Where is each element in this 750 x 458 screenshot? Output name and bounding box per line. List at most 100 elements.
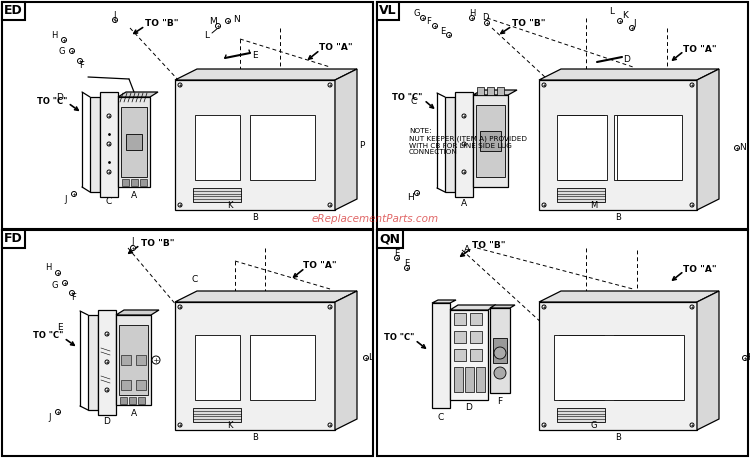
Text: TO "C": TO "C"	[392, 93, 422, 103]
Circle shape	[328, 83, 332, 87]
Circle shape	[178, 203, 182, 207]
Circle shape	[178, 423, 182, 427]
Circle shape	[107, 114, 111, 118]
Polygon shape	[539, 302, 697, 430]
Text: K: K	[622, 11, 628, 21]
Circle shape	[70, 290, 74, 295]
Circle shape	[364, 355, 368, 360]
Text: TO "C": TO "C"	[384, 333, 414, 343]
Bar	[2, 230, 373, 456]
Bar	[557, 115, 607, 180]
Text: TO "A": TO "A"	[320, 44, 352, 53]
Circle shape	[542, 83, 546, 87]
Polygon shape	[490, 305, 515, 308]
Polygon shape	[121, 107, 147, 177]
Text: E: E	[252, 50, 258, 60]
Bar	[454, 349, 466, 361]
Text: C: C	[411, 97, 417, 105]
Circle shape	[742, 355, 748, 360]
Bar	[614, 335, 679, 400]
Bar	[250, 335, 315, 400]
Text: A: A	[131, 191, 137, 200]
Circle shape	[484, 21, 490, 26]
Polygon shape	[175, 291, 357, 302]
Bar	[377, 230, 748, 456]
Bar	[195, 115, 240, 180]
Text: A: A	[130, 409, 136, 418]
Circle shape	[617, 18, 622, 23]
Circle shape	[77, 59, 82, 64]
Circle shape	[433, 23, 437, 28]
Text: TO "A": TO "A"	[683, 44, 717, 54]
Text: L: L	[368, 354, 374, 362]
Circle shape	[105, 388, 109, 392]
Polygon shape	[697, 69, 719, 210]
Polygon shape	[480, 131, 501, 151]
Bar	[465, 367, 474, 392]
Circle shape	[70, 49, 74, 54]
Circle shape	[421, 16, 425, 21]
Circle shape	[690, 83, 694, 87]
Polygon shape	[450, 305, 496, 310]
Circle shape	[130, 245, 136, 251]
Bar	[454, 367, 463, 392]
Text: H: H	[45, 263, 51, 273]
Polygon shape	[487, 87, 494, 95]
Text: QN: QN	[379, 232, 400, 245]
Text: eReplacementParts.com: eReplacementParts.com	[311, 214, 439, 224]
Circle shape	[56, 409, 61, 414]
Text: TO "C": TO "C"	[33, 332, 63, 340]
Text: D: D	[482, 13, 488, 22]
Polygon shape	[335, 69, 357, 210]
Text: D: D	[623, 55, 631, 64]
Text: P: P	[359, 141, 364, 149]
Text: E: E	[57, 323, 63, 333]
Text: TO "A": TO "A"	[683, 265, 717, 273]
Bar	[195, 335, 240, 400]
Text: H: H	[746, 354, 750, 362]
Circle shape	[152, 356, 160, 364]
Circle shape	[470, 16, 475, 21]
Circle shape	[494, 347, 506, 359]
Text: G: G	[591, 421, 597, 431]
Text: H: H	[469, 9, 476, 17]
Polygon shape	[473, 90, 517, 95]
Polygon shape	[697, 291, 719, 430]
Bar	[476, 367, 485, 392]
Circle shape	[107, 142, 111, 146]
Polygon shape	[445, 97, 455, 192]
Text: E: E	[394, 249, 400, 257]
Bar	[559, 115, 604, 180]
Text: A: A	[461, 200, 467, 208]
Text: B: B	[615, 434, 621, 442]
Text: C: C	[192, 276, 198, 284]
Bar	[121, 355, 131, 365]
Text: ED: ED	[4, 4, 22, 17]
Bar	[470, 313, 482, 325]
Bar	[129, 397, 136, 404]
Text: VL: VL	[379, 4, 397, 17]
Text: D: D	[104, 418, 110, 426]
Text: B: B	[252, 434, 258, 442]
Bar	[614, 115, 679, 180]
Bar	[557, 188, 605, 202]
Bar	[617, 115, 682, 180]
Text: L: L	[610, 6, 614, 16]
Text: B: B	[615, 213, 621, 223]
Circle shape	[404, 266, 410, 271]
Circle shape	[226, 18, 230, 23]
Polygon shape	[455, 92, 473, 197]
Polygon shape	[539, 69, 719, 80]
Polygon shape	[473, 95, 508, 187]
Circle shape	[542, 305, 546, 309]
Circle shape	[734, 146, 740, 151]
Text: D: D	[56, 93, 64, 103]
Circle shape	[690, 305, 694, 309]
Text: F: F	[80, 61, 85, 71]
Polygon shape	[335, 291, 357, 430]
Circle shape	[462, 170, 466, 174]
Polygon shape	[539, 291, 719, 302]
Text: J: J	[634, 18, 636, 27]
Polygon shape	[119, 325, 148, 395]
Bar	[193, 188, 241, 202]
